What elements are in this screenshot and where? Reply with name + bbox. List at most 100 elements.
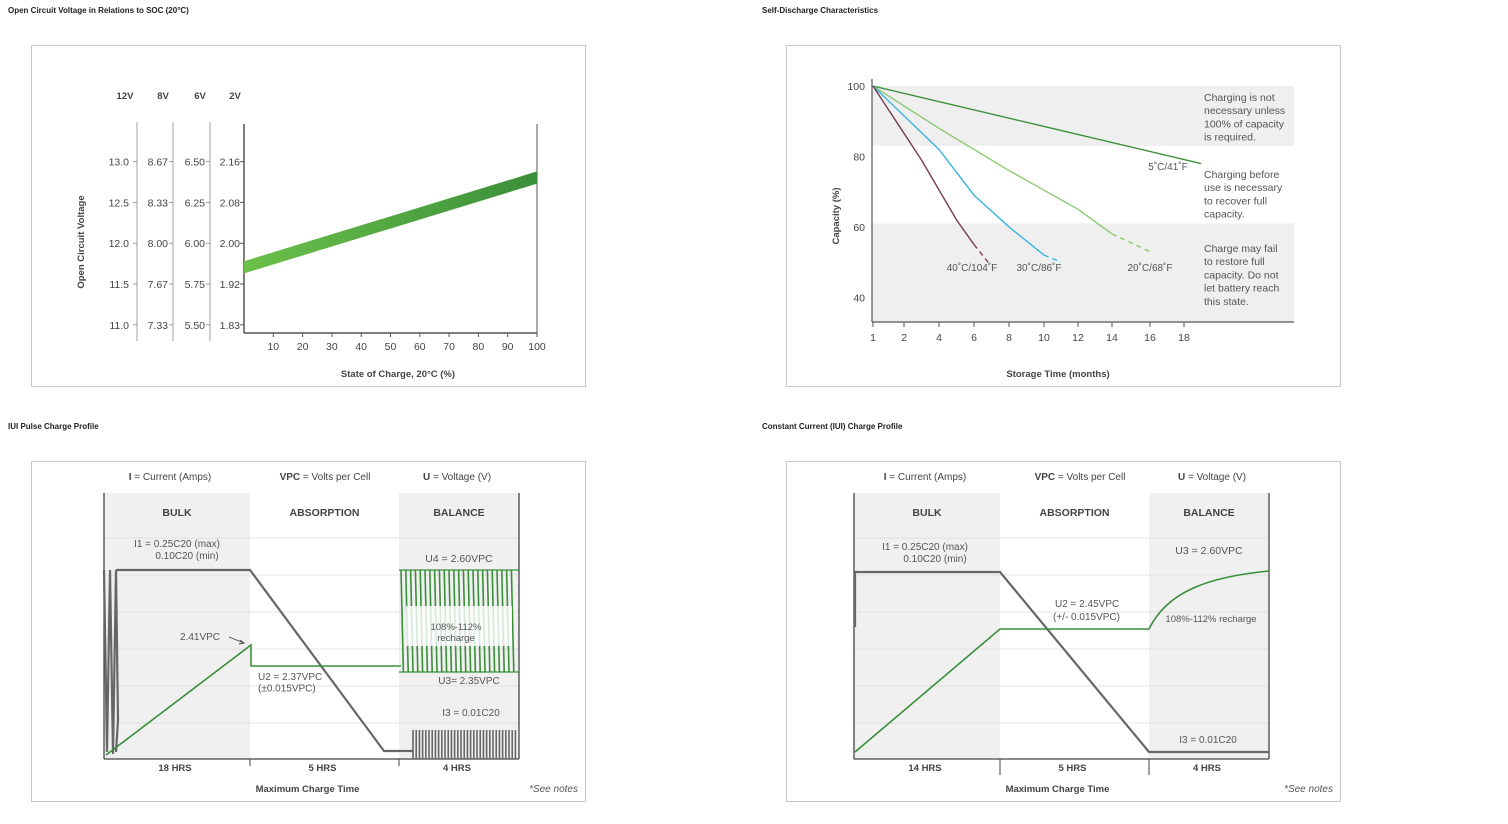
cc-u3: U3 = 2.60VPC bbox=[1175, 545, 1243, 557]
ocv-tick-6V-5.75: 5.75 bbox=[185, 279, 206, 291]
sd-x-tick-8: 8 bbox=[1006, 332, 1012, 344]
see-notes: *See notes bbox=[1284, 784, 1333, 795]
iui-recharge-0: 108%-112% bbox=[430, 622, 482, 633]
legend-u: U = Voltage (V) bbox=[1178, 472, 1246, 483]
iui-241-arrow bbox=[228, 636, 246, 645]
sd-series-dash-3 bbox=[973, 244, 989, 263]
ocv-tick-8V-8.67: 8.67 bbox=[148, 157, 169, 169]
duration-2: 4 HRS bbox=[443, 763, 471, 774]
sd-x-tick-10: 10 bbox=[1038, 332, 1050, 344]
sd-zone-text-1-3: capacity. bbox=[1204, 209, 1245, 221]
ocv-tick-6V-5.50: 5.50 bbox=[185, 320, 206, 332]
ocv-col-header-2V: 2V bbox=[229, 91, 241, 102]
sd-zone-text-2-1: to restore full bbox=[1204, 256, 1265, 268]
cc-i1-line1-0: I1 = 0.25C20 (max) bbox=[882, 542, 968, 553]
sd-y-label: Capacity (%) bbox=[831, 187, 842, 244]
iui-recharge-box bbox=[406, 606, 512, 646]
sd-zone-text-2-3: let battery reach bbox=[1204, 283, 1279, 295]
sd-x-tick-2: 2 bbox=[901, 332, 907, 344]
constant-current-chart: I = Current (Amps) VPC = Volts per Cell U … bbox=[853, 472, 1333, 795]
ocv-col-header-8V: 8V bbox=[157, 91, 169, 102]
sd-x-tick-6: 6 bbox=[971, 332, 977, 344]
caption-iui-pulse: IUI Pulse Charge Profile bbox=[8, 422, 99, 431]
sd-y-tick-60: 60 bbox=[853, 222, 865, 234]
ocv-tick-6V-6.00: 6.00 bbox=[185, 238, 206, 250]
ocv-x-tick-60: 60 bbox=[414, 341, 426, 353]
phase-label-absorption: ABSORPTION bbox=[1039, 507, 1109, 519]
sd-series-label-2: 30˚C/86˚F bbox=[1016, 262, 1061, 274]
ocv-x-tick-90: 90 bbox=[502, 341, 514, 353]
ocv-tick-8V-7.67: 7.67 bbox=[148, 279, 169, 291]
phase-balance-bg bbox=[1149, 493, 1269, 759]
iui-pulse-chart-panel: I = Current (Amps) VPC = Volts per Cell U … bbox=[31, 461, 586, 802]
phase-bulk-bg bbox=[104, 493, 250, 759]
iui-i1-line1-0: I1 = 0.25C20 (max) bbox=[134, 539, 220, 550]
phase-label-bulk: BULK bbox=[162, 507, 192, 519]
ocv-tick-8V-8.00: 8.00 bbox=[148, 238, 169, 250]
legend-vpc: VPC = Volts per Cell bbox=[280, 472, 371, 483]
iui-voltage-line bbox=[105, 643, 399, 756]
sd-zone-text-2-4: this state. bbox=[1204, 296, 1249, 308]
ocv-voltage-band bbox=[244, 171, 537, 274]
sd-series-label-0: 5˚C/41˚F bbox=[1148, 161, 1187, 173]
sd-zone-text-2-2: capacity. Do not bbox=[1204, 269, 1279, 281]
sd-zone-text-1-2: to recover full bbox=[1204, 195, 1267, 207]
duration-1: 5 HRS bbox=[309, 763, 337, 774]
iui-recharge-1: recharge bbox=[437, 633, 475, 644]
caption-constant-current: Constant Current (IUI) Charge Profile bbox=[762, 422, 903, 431]
iui-i1-line2-0: 0.10C20 (min) bbox=[155, 551, 218, 562]
ocv-tick-6V-6.25: 6.25 bbox=[185, 197, 206, 209]
sd-zone-text-1-1: use is necessary bbox=[1204, 182, 1283, 194]
sd-series-line-2 bbox=[872, 85, 1045, 256]
sd-zone-text-0-1: necessary unless bbox=[1204, 105, 1285, 117]
sd-x-tick-16: 16 bbox=[1144, 332, 1156, 344]
ocv-chart: 10 20 30 40 50 60 70 80 90 100 12V 13.0 12.5 12.0 11.5… bbox=[76, 91, 546, 380]
ocv-x-label: State of Charge, 20°C (%) bbox=[341, 369, 455, 380]
phase-label-balance: BALANCE bbox=[433, 507, 484, 519]
sd-zone-text-0-0: Charging is not bbox=[1204, 92, 1275, 104]
sd-x-tick-1: 1 bbox=[870, 332, 876, 344]
legend-vpc: VPC = Volts per Cell bbox=[1035, 472, 1126, 483]
sd-x-tick-14: 14 bbox=[1106, 332, 1118, 344]
phase-label-balance: BALANCE bbox=[1183, 507, 1234, 519]
sd-series-line-3 bbox=[872, 85, 975, 245]
iui-241vpc: 2.41VPC bbox=[180, 632, 220, 643]
sd-series-dash-2 bbox=[1043, 254, 1062, 263]
duration-0: 18 HRS bbox=[158, 763, 191, 774]
phase-label-bulk: BULK bbox=[912, 507, 942, 519]
ocv-tick-12V-12.0: 12.0 bbox=[109, 238, 130, 250]
duration-1: 5 HRS bbox=[1059, 763, 1087, 774]
ocv-tick-8V-8.33: 8.33 bbox=[148, 197, 169, 209]
ocv-tick-2V-2.16: 2.16 bbox=[220, 157, 241, 169]
phase-label-absorption: ABSORPTION bbox=[289, 507, 359, 519]
sd-series-label-3: 40˚C/104˚F bbox=[947, 262, 998, 274]
iui-current-line bbox=[102, 568, 399, 755]
duration-2: 4 HRS bbox=[1193, 763, 1221, 774]
sd-x-tick-12: 12 bbox=[1072, 332, 1084, 344]
sd-x-label: Storage Time (months) bbox=[1006, 369, 1109, 380]
ocv-tick-2V-2.08: 2.08 bbox=[220, 197, 241, 209]
sd-zone-text-0-3: is required. bbox=[1204, 132, 1256, 144]
ocv-chart-panel: 10 20 30 40 50 60 70 80 90 100 12V 13.0 12.5 12.0 11.5… bbox=[31, 45, 586, 387]
iui-i3: I3 = 0.01C20 bbox=[442, 708, 500, 719]
ocv-x-tick-80: 80 bbox=[473, 341, 485, 353]
caption-ocv: Open Circuit Voltage in Relations to SOC… bbox=[8, 6, 189, 15]
sd-series-line-0 bbox=[872, 85, 1202, 165]
sd-zone-text-0-2: 100% of capacity bbox=[1204, 118, 1285, 130]
ocv-tick-8V-7.33: 7.33 bbox=[148, 320, 169, 332]
sd-series-dash-1 bbox=[1111, 233, 1151, 253]
iui-pulse-chart: I = Current (Amps) VPC = Volts per Cell U … bbox=[102, 472, 578, 795]
ocv-x-tick-40: 40 bbox=[355, 341, 367, 353]
ocv-y-label: Open Circuit Voltage bbox=[76, 195, 87, 288]
ocv-tick-12V-11.0: 11.0 bbox=[109, 320, 129, 332]
sd-zone-text-1-0: Charging before bbox=[1204, 169, 1279, 181]
ocv-tick-2V-1.83: 1.83 bbox=[220, 320, 241, 332]
ocv-col-header-6V: 6V bbox=[194, 91, 206, 102]
legend-i: I = Current (Amps) bbox=[884, 472, 967, 483]
caption-self-discharge: Self-Discharge Characteristics bbox=[762, 6, 879, 15]
ocv-tick-12V-12.5: 12.5 bbox=[109, 197, 130, 209]
self-discharge-chart-panel: Charging is not necessary unless 100% of c… bbox=[786, 45, 1341, 387]
cc-u2-line1-0: U2 = 2.45VPC bbox=[1055, 599, 1119, 610]
legend-u: U = Voltage (V) bbox=[423, 472, 491, 483]
ocv-col-header-12V: 12V bbox=[117, 91, 135, 102]
